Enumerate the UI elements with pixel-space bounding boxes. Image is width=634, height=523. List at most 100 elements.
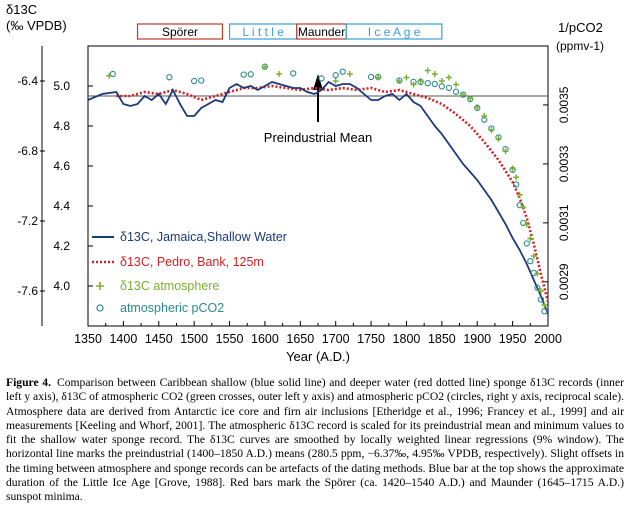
pco2-point (166, 74, 173, 81)
y-inner-tick-label: 4.0 (53, 279, 70, 293)
atmosphere-d13c-point (523, 221, 530, 228)
x-tick-label: 1950 (499, 332, 527, 346)
atmosphere-d13c-point (403, 74, 410, 81)
period-box (345, 23, 443, 40)
pco2-point (513, 181, 520, 188)
y-right-tick-label: 0.0029 (557, 263, 571, 300)
atmosphere-d13c-point (431, 71, 438, 77)
legend-label: δ13C, Pedro, Bank, 125m (120, 255, 264, 269)
pco2-point (438, 83, 445, 90)
atmosphere-d13c-point (520, 204, 527, 210)
y-outer-tick-label: -6.4 (17, 74, 38, 88)
atmosphere-d13c-point (460, 92, 467, 98)
legend-marker-cross (96, 282, 104, 290)
pco2-point (516, 202, 523, 209)
y-right-tick-label: 0.0035 (557, 86, 571, 123)
y-outer-tick-label: -6.8 (17, 144, 38, 158)
x-tick-label: 1750 (357, 332, 385, 346)
pco2-point (198, 77, 205, 84)
annotation-arrow-head (313, 74, 323, 90)
atmosphere-d13c-point (276, 71, 283, 77)
axis-labels: 1350 1400 1450 1500 1550 1600 1650 1700 1750 1800… (6, 2, 604, 364)
atmosphere-d13c-point (346, 71, 353, 77)
atmosphere-d13c-point (509, 165, 516, 172)
series-jamaica-line (88, 80, 548, 315)
x-tick-label: 1900 (463, 332, 491, 346)
atmosphere-d13c-point (516, 191, 523, 198)
pco2-point (339, 68, 346, 75)
caption-label: Figure 4. (6, 376, 51, 389)
atmosphere-d13c-point (332, 78, 339, 84)
atmosphere-d13c-point (534, 270, 541, 277)
atmosphere-d13c-point (495, 135, 502, 142)
x-tick-label: 1800 (393, 332, 421, 346)
x-tick-label: 1600 (251, 332, 279, 346)
x-tick-label: 1400 (109, 332, 137, 346)
atmosphere-d13c-point (375, 74, 382, 81)
x-tick-label: 1650 (286, 332, 314, 346)
atmosphere-d13c-point (537, 288, 544, 294)
legend-label: δ13C atmosphere (120, 279, 219, 293)
atmosphere-d13c-point (261, 64, 268, 70)
y-inner-tick-label: 4.2 (53, 239, 70, 253)
atmosphere-d13c-point (513, 174, 520, 181)
atmosphere-d13c-point (417, 78, 424, 84)
pco2-point (191, 77, 198, 85)
atmosphere-d13c-point (410, 81, 417, 88)
y-right-tick-label: 0.0031 (557, 204, 571, 241)
pco2-point (537, 296, 545, 303)
pco2-point (523, 240, 530, 247)
y-right-title-line2: (ppmv-1) (556, 39, 604, 53)
atmosphere-d13c-point (502, 148, 509, 154)
legend: δ13C, Jamaica,Shallow Water δ13C, Pedro, … (92, 230, 287, 315)
period-label: I c e A g e (368, 25, 421, 39)
atmosphere-d13c-point (488, 127, 495, 133)
annotation-label: Preindustrial Mean (264, 130, 372, 145)
y-inner-tick-label: 5.0 (53, 79, 70, 93)
pco2-point (541, 308, 548, 315)
y-outer-tick-label: -7.6 (17, 284, 38, 298)
pco2-point (520, 219, 527, 226)
period-bar: Spörer L i t t l e Maunder I c e A g e (136, 23, 443, 40)
atmosphere-d13c-point (527, 235, 534, 242)
y-inner-tick-label: 4.6 (53, 159, 70, 173)
y-right-title-line1: 1/pCO2 (558, 20, 603, 35)
y-left-title-line1: δ13C (6, 2, 37, 17)
y-inner-tick-label: 4.4 (53, 199, 70, 213)
y-right-tick-label: 0.0033 (557, 145, 571, 182)
pco2-point (367, 73, 375, 81)
legend-marker-circle (96, 304, 104, 312)
pco2-point (247, 71, 254, 78)
atmosphere-d13c-point (530, 253, 537, 259)
caption-text: Comparison between Caribbean shallow (bl… (6, 376, 624, 504)
pco2-point (290, 70, 297, 77)
atmosphere-d13c-point (106, 72, 113, 79)
chart: 1350 1400 1450 1500 1550 1600 1650 1700 1750 1800… (6, 2, 604, 364)
pco2-point (527, 258, 534, 265)
pco2-point (452, 88, 460, 95)
atmosphere-d13c-point (453, 81, 459, 88)
x-tick-label: 1350 (74, 332, 102, 346)
period-label: L i t t l e (242, 25, 284, 39)
legend-label: atmospheric pCO2 (120, 301, 224, 315)
x-tick-label: 2000 (534, 332, 562, 346)
atmosphere-d13c-point (438, 78, 445, 84)
x-tick-label: 1850 (428, 332, 456, 346)
period-label: Spörer (162, 25, 198, 39)
figure-caption: Figure 4. Comparison between Caribbean sh… (6, 376, 624, 505)
y-outer-tick-label: -7.2 (17, 214, 38, 228)
pco2-point (431, 80, 438, 88)
y-inner-tick-label: 4.8 (53, 119, 70, 133)
x-axis-title: Year (A.D.) (286, 349, 350, 364)
x-tick-label: 1550 (216, 332, 244, 346)
pco2-point (332, 72, 339, 79)
x-tick-label: 1450 (145, 332, 173, 346)
atmosphere-d13c-point (445, 74, 452, 81)
data-series (88, 63, 548, 315)
period-box (136, 23, 224, 40)
y-left-title-line2: (‰ VPDB) (6, 18, 67, 33)
series-pedro-bank-line (116, 84, 548, 303)
pco2-point (534, 284, 541, 291)
pco2-point (424, 79, 431, 87)
x-tick-label: 1500 (180, 332, 208, 346)
